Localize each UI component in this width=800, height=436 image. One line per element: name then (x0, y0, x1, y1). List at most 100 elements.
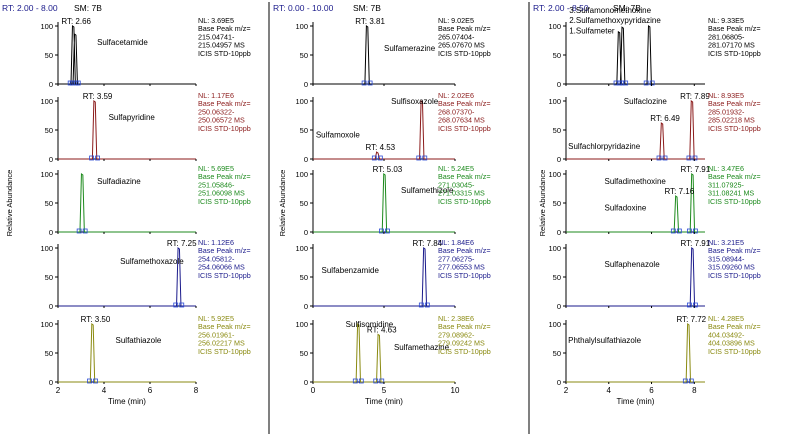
trace-line (313, 247, 455, 307)
panel-2: RT: 0.00 - 10.00 SM: 7B Relative Abundance… (273, 3, 491, 406)
panel-smoothing: SM: 7B (353, 3, 381, 13)
trace-line (58, 100, 196, 160)
y-tick-label: 0 (49, 80, 53, 89)
trace-info-line: Base Peak m/z= (438, 24, 491, 33)
panel-smoothing: SM: 7B (613, 3, 641, 13)
trace-info-line: Base Peak m/z= (708, 246, 761, 255)
trace-panel-3-4: 0 50 100 RT: 7.91 Sulfaphenazole NL: 3.21E5Ba… (548, 238, 760, 311)
peak-start-marker (371, 155, 377, 161)
peak-rt-label: RT: 7.91 (681, 239, 711, 248)
peak-start-marker (89, 155, 94, 161)
compound-label: Sulfapyridine (109, 113, 156, 122)
x-tick-label: 0 (311, 386, 316, 395)
peak-end-marker (179, 302, 185, 308)
peak-rt-label: RT: 3.50 (81, 315, 111, 324)
y-tick-label: 100 (40, 97, 53, 106)
peak-end-marker (649, 80, 655, 86)
y-tick-label: 100 (295, 320, 308, 329)
trace-panel-3-3: 0 50 100 RT: 7.16 RT: 7.91 Sulfadimethoxine Su… (548, 164, 760, 237)
trace-info-line: NL: 9.02E5 (438, 16, 474, 25)
trace-info-line: 265.07404- (438, 32, 475, 41)
y-tick-label: 100 (295, 244, 308, 253)
trace-info-line: 250.06322- (198, 107, 235, 116)
trace-info-line: ICIS STD-10ppb (438, 124, 491, 133)
peak-end-marker (676, 228, 682, 234)
peak-end-marker (358, 378, 364, 384)
compound-label: Sulfacetamide (97, 38, 148, 47)
y-tick-label: 0 (304, 80, 308, 89)
y-tick-label: 100 (40, 170, 53, 179)
peak-end-marker (424, 302, 430, 308)
trace-info-line: Base Peak m/z= (708, 322, 761, 331)
compound-label: 3.Sulfamonomethoxine (569, 6, 651, 15)
y-tick-label: 0 (49, 378, 53, 387)
trace-line (313, 323, 455, 383)
peak-end-marker (692, 302, 698, 308)
trace-info-line: 250.06572 MS (198, 116, 245, 125)
peak-end-marker (367, 80, 373, 86)
peak-end-marker (422, 155, 428, 161)
peak-end-marker (692, 155, 698, 161)
peak-rt-label: RT: 3.81 (355, 17, 385, 26)
panel-smoothing: SM: 7B (74, 3, 102, 13)
peak-rt-label: RT: 2.66 (61, 17, 91, 26)
trace-info-line: ICIS STD-10ppb (708, 347, 761, 356)
trace-panel-1-1: 0 50 100 RT: 2.66 Sulfacetamide NL: 3.69E5Bas… (40, 16, 250, 89)
x-tick-label: 4 (607, 386, 612, 395)
trace-panel-2-1: 0 50 100 RT: 3.81 Sulfamerazine NL: 9.02E5Bas… (295, 16, 490, 89)
trace-info-line: NL: 3.69E5 (198, 16, 234, 25)
y-tick-label: 50 (300, 349, 308, 358)
compound-label: Sulfathiazole (116, 336, 162, 345)
trace-line (58, 323, 196, 383)
trace-info-line: ICIS STD-10ppb (438, 197, 491, 206)
y-tick-label: 50 (553, 51, 561, 60)
compound-label: 2.Sulfamethoxypyridazine (569, 16, 661, 25)
trace-info-line: NL: 5.92E5 (198, 314, 234, 323)
trace-info-line: ICIS STD-10ppb (198, 347, 251, 356)
peak-rt-label: RT: 7.84 (412, 239, 442, 248)
trace-info-line: 279.08962- (438, 330, 475, 339)
trace-info-line: NL: 9.33E5 (708, 16, 744, 25)
trace-info-line: ICIS STD-10ppb (438, 347, 491, 356)
trace-info-line: ICIS STD-10ppb (438, 271, 491, 280)
trace-info-line: ICIS STD-10ppb (198, 124, 251, 133)
trace-info-line: NL: 3.47E6 (708, 164, 744, 173)
peak-start-marker (373, 378, 379, 384)
compound-label: Sulfamoxole (316, 131, 361, 140)
trace-info-line: ICIS STD-10ppb (708, 197, 761, 206)
trace-info-line: 254.06066 MS (198, 263, 245, 272)
trace-info-line: 271.03315 MS (438, 189, 485, 198)
x-axis-label: Time (min) (617, 397, 655, 406)
x-tick-label: 6 (649, 386, 654, 395)
peak-end-marker (75, 80, 81, 86)
compound-label: Sulfabenzamide (322, 266, 380, 275)
y-tick-label: 100 (40, 244, 53, 253)
peak-rt-label: RT: 3.59 (83, 92, 113, 101)
trace-info-line: 268.07370- (438, 107, 475, 116)
y-tick-label: 50 (300, 51, 308, 60)
y-tick-label: 100 (295, 97, 308, 106)
peak-start-marker (416, 155, 422, 161)
peak-rt-label: RT: 4.63 (367, 325, 397, 334)
trace-info-line: 281.07170 MS (708, 41, 755, 50)
trace-info-line: Base Peak m/z= (198, 99, 251, 108)
y-tick-label: 0 (49, 155, 53, 164)
trace-panel-1-2: 0 50 100 RT: 3.59 Sulfapyridine NL: 1.17E6Bas… (40, 91, 250, 164)
trace-info-line: 315.09260 MS (708, 263, 755, 272)
trace-panel-1-5: 0 50 100 RT: 3.50 Sulfathiazole NL: 5.92E5Bas… (40, 314, 250, 387)
compound-label: Sulfisoxazole (391, 97, 439, 106)
peak-start-marker (76, 228, 82, 234)
y-tick-label: 100 (40, 22, 53, 31)
panel-1: RT: 2.00 - 8.00 SM: 7B Relative Abundance 0… (2, 3, 251, 406)
trace-info-line: Base Peak m/z= (198, 24, 251, 33)
trace-panel-3-5: 0 50 100 RT: 7.72 Phthalylsulfathiazole NL: 4… (548, 314, 760, 387)
trace-info-line: ICIS STD-10ppb (198, 49, 251, 58)
compound-label: Sulfamethazine (394, 343, 450, 352)
y-tick-label: 50 (300, 199, 308, 208)
panel-rt-range: RT: 2.00 - 8.50 (533, 3, 589, 13)
compound-label: Sulfisomidine (346, 320, 394, 329)
trace-info-line: Base Peak m/z= (708, 172, 761, 181)
y-tick-label: 50 (45, 273, 53, 282)
